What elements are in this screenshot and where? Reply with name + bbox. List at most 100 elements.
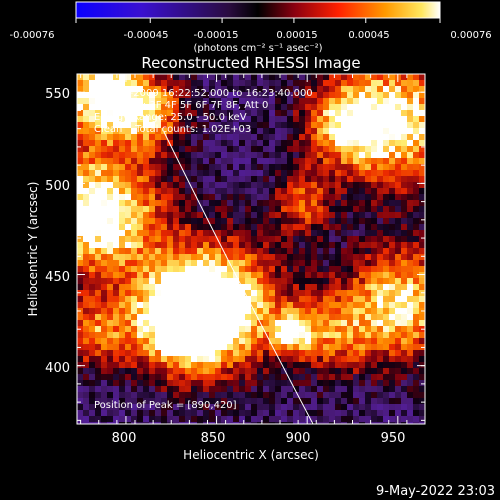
heatmap-cell [269,308,276,315]
heatmap-cell [173,134,180,141]
heatmap-cell [311,74,318,81]
heatmap-cell [233,236,240,243]
heatmap-cell [359,236,366,243]
heatmap-cell [227,368,234,375]
heatmap-cell [245,194,252,201]
heatmap-cell [173,296,180,303]
heatmap-cell [227,344,234,351]
heatmap-cell [347,170,354,177]
heatmap-cell [371,398,378,405]
heatmap-cell [227,320,234,327]
heatmap-cell [245,362,252,369]
heatmap-cell [317,320,324,327]
heatmap-cell [257,272,264,279]
heatmap-cell [131,158,138,165]
heatmap-cell [287,206,294,213]
heatmap-cell [77,122,84,129]
heatmap-cell [401,158,408,165]
heatmap-cell [143,92,150,99]
heatmap-cell [281,260,288,267]
heatmap-cell [317,122,324,129]
heatmap-cell [365,254,372,261]
heatmap-cell [395,338,402,345]
heatmap-cell [395,140,402,147]
heatmap-cell [95,188,102,195]
heatmap-cell [221,224,228,231]
heatmap-cell [323,380,330,387]
heatmap-cell [95,92,102,99]
heatmap-cell [143,422,150,424]
heatmap-cell [293,80,300,87]
heatmap-cell [257,404,264,411]
heatmap-cell [215,314,222,321]
heatmap-cell [233,296,240,303]
heatmap-cell [119,236,126,243]
heatmap-cell [239,242,246,249]
heatmap-cell [221,116,228,123]
heatmap-cell [161,356,168,363]
heatmap-cell [275,314,282,321]
heatmap-cell [149,422,156,424]
heatmap-cell [281,392,288,399]
heatmap-cell [89,152,96,159]
heatmap-cell [287,80,294,87]
heatmap-cell [95,248,102,255]
heatmap-cell [317,236,324,243]
heatmap-cell [161,296,168,303]
heatmap-cell [119,302,126,309]
heatmap-cell [293,140,300,147]
heatmap-cell [323,134,330,141]
heatmap-cell [209,392,216,399]
heatmap-cell [371,98,378,105]
heatmap-cell [161,326,168,333]
heatmap-cell [353,146,360,153]
heatmap-cell [407,380,414,387]
heatmap-cell [347,308,354,315]
heatmap-cell [161,170,168,177]
heatmap-cell [173,320,180,327]
heatmap-cell [221,134,228,141]
heatmap-cell [113,398,120,405]
heatmap-cell [209,242,216,249]
heatmap-cell [77,254,84,261]
heatmap-cell [89,254,96,261]
heatmap-cell [317,386,324,393]
heatmap-cell [137,416,144,423]
heatmap-cell [197,308,204,315]
heatmap-cell [203,206,210,213]
heatmap-cell [107,260,114,267]
heatmap-cell [125,122,132,129]
heatmap-cell [209,362,216,369]
heatmap-cell [401,224,408,231]
heatmap-cell [143,134,150,141]
heatmap-cell [95,260,102,267]
heatmap-cell [407,170,414,177]
heatmap-cell [395,386,402,393]
heatmap-cell [335,236,342,243]
heatmap-cell [419,386,425,393]
heatmap-cell [395,356,402,363]
heatmap-cell [371,404,378,411]
heatmap-cell [341,86,348,93]
heatmap-cell [155,230,162,237]
heatmap-cell [329,254,336,261]
heatmap-cell [389,278,396,285]
heatmap-cell [413,122,420,129]
heatmap-cell [287,422,294,424]
heatmap-cell [203,266,210,273]
heatmap-cell [119,122,126,129]
heatmap-cell [161,332,168,339]
heatmap-cell [245,260,252,267]
heatmap-cell [269,398,276,405]
heatmap-cell [221,188,228,195]
heatmap-cell [389,296,396,303]
heatmap-cell [335,350,342,357]
heatmap-cell [413,128,420,135]
heatmap-cell [101,146,108,153]
heatmap-cell [83,122,90,129]
heatmap-cell [293,398,300,405]
heatmap-cell [191,194,198,201]
heatmap-cell [77,386,84,393]
heatmap-cell [419,314,425,321]
heatmap-cell [221,182,228,189]
